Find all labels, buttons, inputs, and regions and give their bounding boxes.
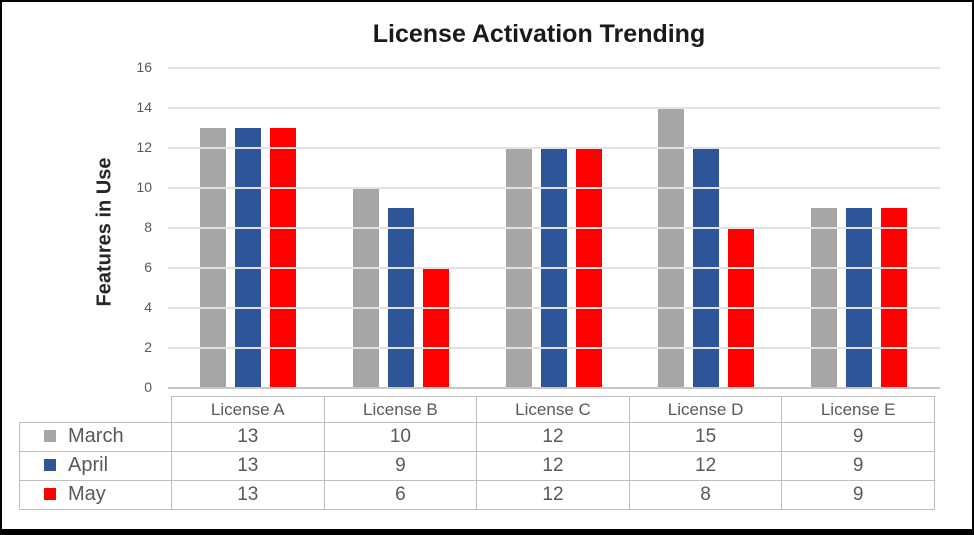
legend-label-april: April	[68, 454, 109, 477]
y-tick-label: 0	[144, 379, 152, 395]
y-tick-label: 12	[136, 139, 152, 155]
legend-label-march: March	[68, 425, 124, 448]
gridline	[168, 347, 940, 349]
bar-group-license-a	[171, 68, 324, 388]
gridline	[168, 187, 940, 189]
gridline	[168, 267, 940, 269]
table-value-may-license-b: 6	[323, 480, 478, 510]
table-value-may-license-e: 9	[781, 480, 935, 510]
legend-marker-may-icon	[44, 488, 56, 501]
legend-label-may: May	[68, 483, 106, 506]
table-header-license-b: License B	[323, 396, 478, 423]
table-header-license-e: License E	[781, 396, 935, 423]
table-corner-cell	[20, 397, 172, 423]
gridline	[168, 227, 940, 229]
table-value-april-license-e: 9	[781, 451, 935, 481]
gridline	[168, 307, 940, 309]
legend-cell-may: May	[19, 480, 172, 510]
bar-march-license-d	[657, 108, 684, 388]
legend-marker-april-icon	[44, 459, 56, 472]
gridline	[168, 107, 940, 109]
data-table: License A License B License C License D Lice…	[19, 396, 935, 510]
gridline	[168, 67, 940, 69]
table-value-april-license-c: 12	[476, 451, 630, 481]
bar-group-license-e	[782, 68, 935, 388]
bar-march-license-e	[810, 208, 837, 388]
bar-april-license-a	[234, 128, 261, 388]
table-value-may-license-c: 12	[476, 480, 630, 510]
chart-title: License Activation Trending	[372, 20, 706, 48]
table-value-april-license-a: 13	[171, 451, 325, 481]
legend-marker-march-icon	[44, 430, 56, 443]
y-tick-label: 8	[144, 219, 152, 235]
y-tick-label: 4	[144, 299, 152, 315]
table-header-license-a: License A	[171, 396, 325, 423]
bar-march-license-b	[352, 188, 379, 388]
table-value-may-license-d: 8	[628, 480, 783, 510]
table-header-license-c: License C	[476, 396, 630, 423]
x-axis-line	[168, 387, 940, 389]
bar-april-license-b	[387, 208, 414, 388]
table-value-march-license-a: 13	[171, 422, 325, 452]
table-row-april: April 13 9 12 12 9	[19, 451, 935, 481]
table-row-may: May 13 6 12 8 9	[19, 480, 935, 510]
table-value-march-license-d: 15	[628, 422, 783, 452]
bar-may-license-b	[422, 268, 449, 388]
y-tick-label: 10	[136, 179, 152, 195]
y-tick-label: 14	[136, 99, 152, 115]
table-value-march-license-c: 12	[476, 422, 630, 452]
table-row-march: March 13 10 12 15 9	[19, 422, 935, 452]
bar-april-license-e	[845, 208, 872, 388]
y-tick-label: 2	[144, 339, 152, 355]
y-tick-label: 16	[136, 59, 152, 75]
legend-cell-april: April	[19, 451, 172, 481]
table-value-april-license-b: 9	[323, 451, 478, 481]
legend-cell-march: March	[19, 422, 172, 452]
table-value-april-license-d: 12	[628, 451, 783, 481]
y-tick-label: 6	[144, 259, 152, 275]
gridline	[168, 147, 940, 149]
bar-march-license-a	[199, 128, 226, 388]
bar-may-license-a	[269, 128, 296, 388]
table-value-may-license-a: 13	[171, 480, 325, 510]
table-value-march-license-b: 10	[323, 422, 478, 452]
table-value-march-license-e: 9	[781, 422, 935, 452]
bar-may-license-e	[880, 208, 907, 388]
bar-group-license-b	[324, 68, 477, 388]
table-header-license-d: License D	[628, 396, 783, 423]
